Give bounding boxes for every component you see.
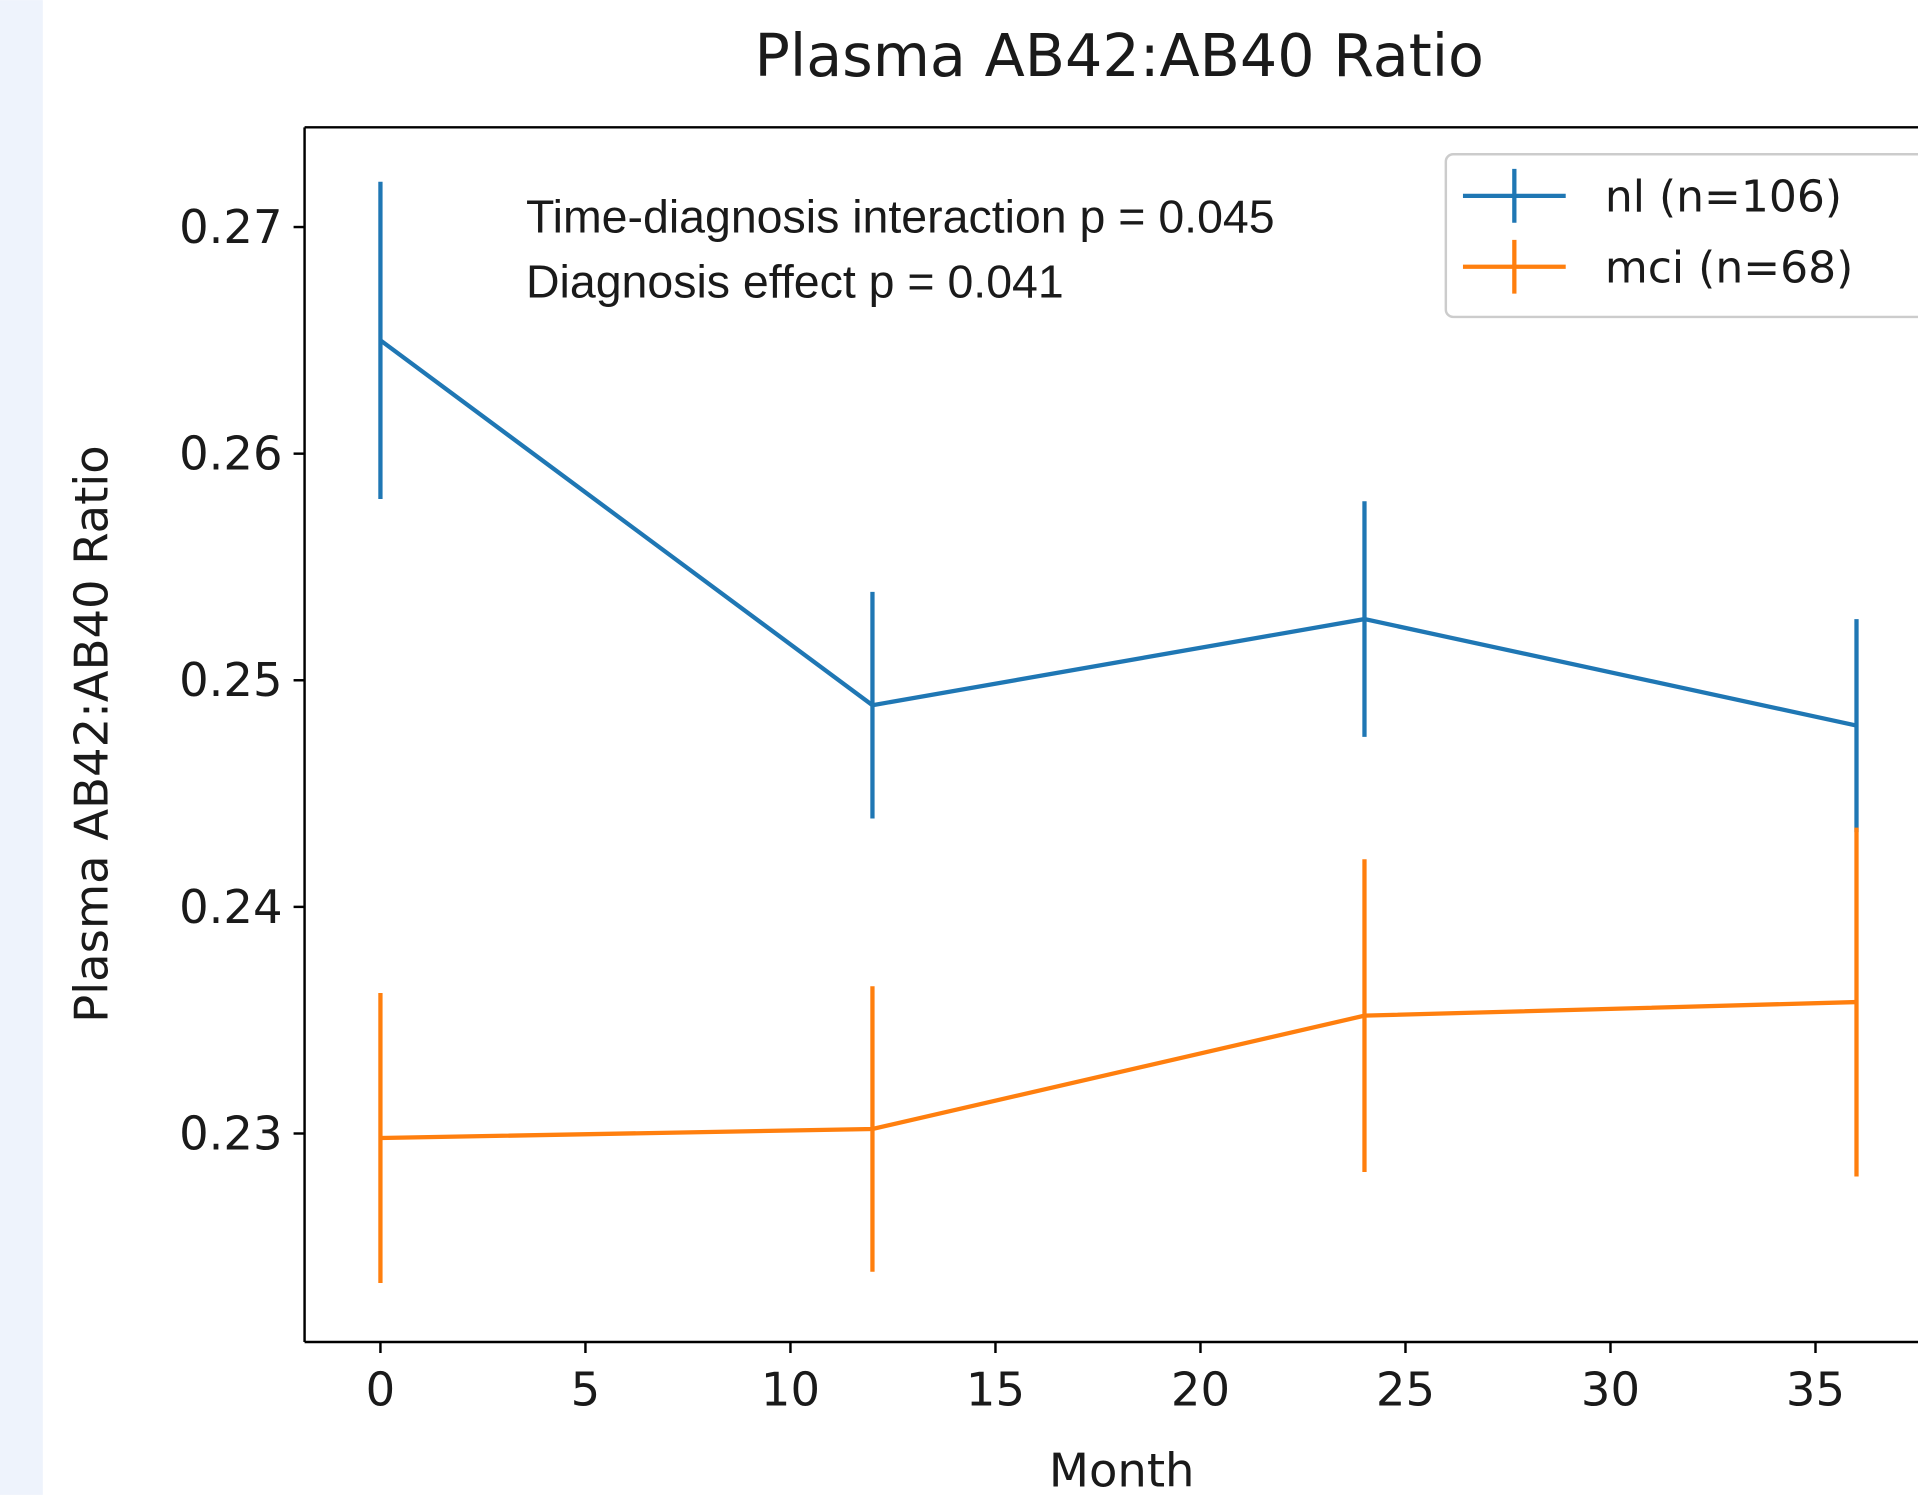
x-tick-label: 30: [1581, 1363, 1640, 1417]
series-line: [379, 338, 1857, 728]
x-tick-label: 10: [761, 1363, 820, 1417]
x-tick-label: 25: [1376, 1363, 1435, 1417]
annotation: Diagnosis effect p = 0.041: [526, 255, 1064, 307]
x-tick-label: 35: [1786, 1363, 1845, 1417]
legend-label: mci (n=68): [1605, 243, 1853, 294]
y-tick-label: 0.27: [179, 200, 282, 254]
y-tick-label: 0.25: [179, 653, 282, 707]
y-tick-label: 0.26: [179, 427, 282, 481]
annotation: Time-diagnosis interaction p = 0.045: [526, 191, 1275, 243]
x-tick-label: 15: [966, 1363, 1025, 1417]
chart-title: Plasma AB42:AB40 Ratio: [754, 22, 1484, 90]
series-line: [380, 999, 1857, 1141]
x-tick-label: 20: [1171, 1363, 1230, 1417]
y-axis-label: Plasma AB42:AB40 Ratio: [65, 445, 119, 1022]
legend-label: nl (n=106): [1605, 172, 1842, 223]
y-tick-label: 0.23: [179, 1106, 282, 1160]
side-strip: [0, 0, 43, 1495]
x-tick-label: 5: [571, 1363, 601, 1417]
x-tick-label: 0: [366, 1363, 396, 1417]
y-tick-label: 0.24: [179, 880, 282, 934]
x-axis-label: Month: [1049, 1443, 1195, 1495]
